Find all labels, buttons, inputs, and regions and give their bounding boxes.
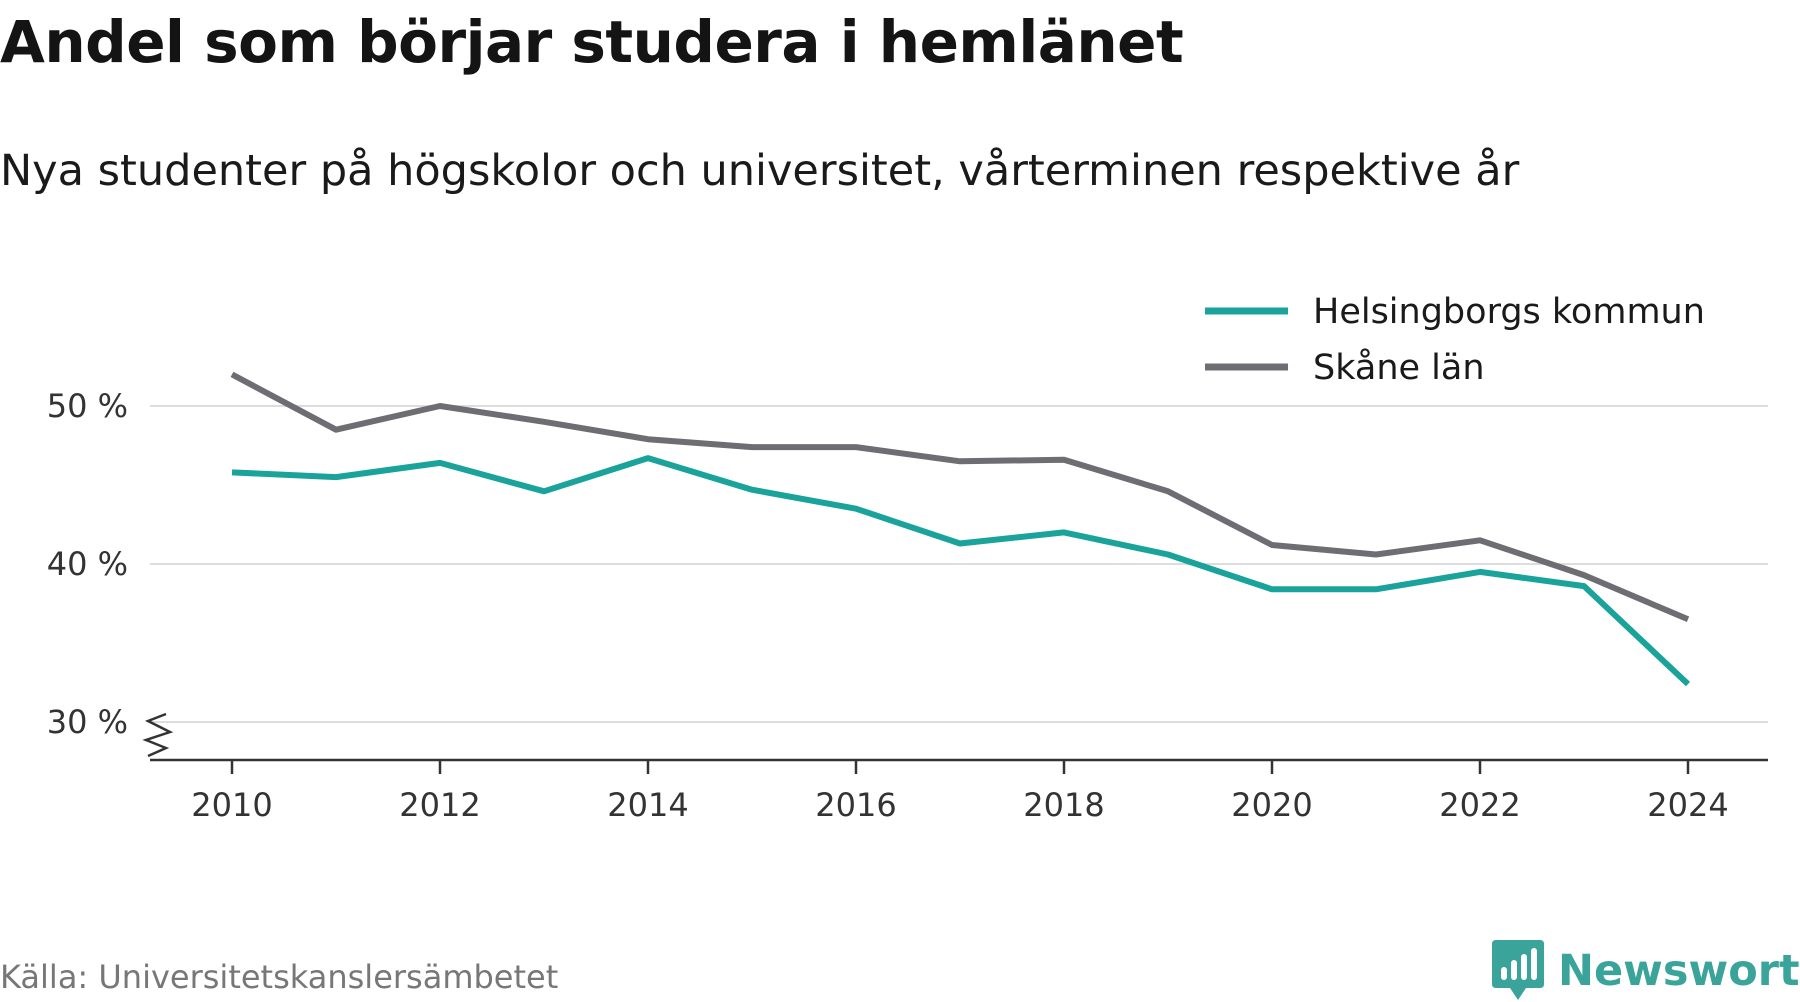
legend-label: Skåne län <box>1313 347 1485 388</box>
legend-box <box>1192 276 1732 404</box>
x-tick-label: 2014 <box>607 786 688 824</box>
legend: Helsingborgs kommun Skåne län <box>1192 276 1732 404</box>
x-tick-label: 2012 <box>399 786 480 824</box>
x-tick-label: 2024 <box>1647 786 1728 824</box>
y-tick-label: 40 % <box>47 545 128 583</box>
x-tick-label: 2016 <box>815 786 896 824</box>
series-line-helsingborgs-kommun <box>231 455 1691 687</box>
x-tick-label: 2020 <box>1231 786 1312 824</box>
legend-label: Helsingborgs kommun <box>1313 292 1705 332</box>
newsworthy-logo-icon <box>1492 940 1544 1000</box>
chart-subtitle: Nya studenter på högskolor och universit… <box>0 146 1520 196</box>
brand-logo: Newsworthy <box>1492 940 1800 1002</box>
axis-break-icon <box>142 712 174 758</box>
chart-title: Andel som börjar studera i hemlänet <box>0 8 1184 76</box>
x-tick-label: 2018 <box>1023 786 1104 824</box>
series-lines <box>230 371 1691 687</box>
x-tick-label: 2022 <box>1439 786 1520 824</box>
y-tick-label: 50 % <box>47 387 128 425</box>
x-axis: 2010 2012 2014 2016 2018 2020 2022 2024 <box>150 758 1768 824</box>
source-note: Källa: Universitetskanslersämbetet <box>0 958 559 996</box>
y-axis: 30 % 40 % 50 % <box>47 387 174 758</box>
x-tick-label: 2010 <box>191 786 272 824</box>
series-line-sk-ne-l-n <box>230 371 1690 623</box>
gridlines <box>150 405 1768 723</box>
y-tick-label: 30 % <box>47 703 128 741</box>
brand-name: Newsworthy <box>1558 946 1800 996</box>
